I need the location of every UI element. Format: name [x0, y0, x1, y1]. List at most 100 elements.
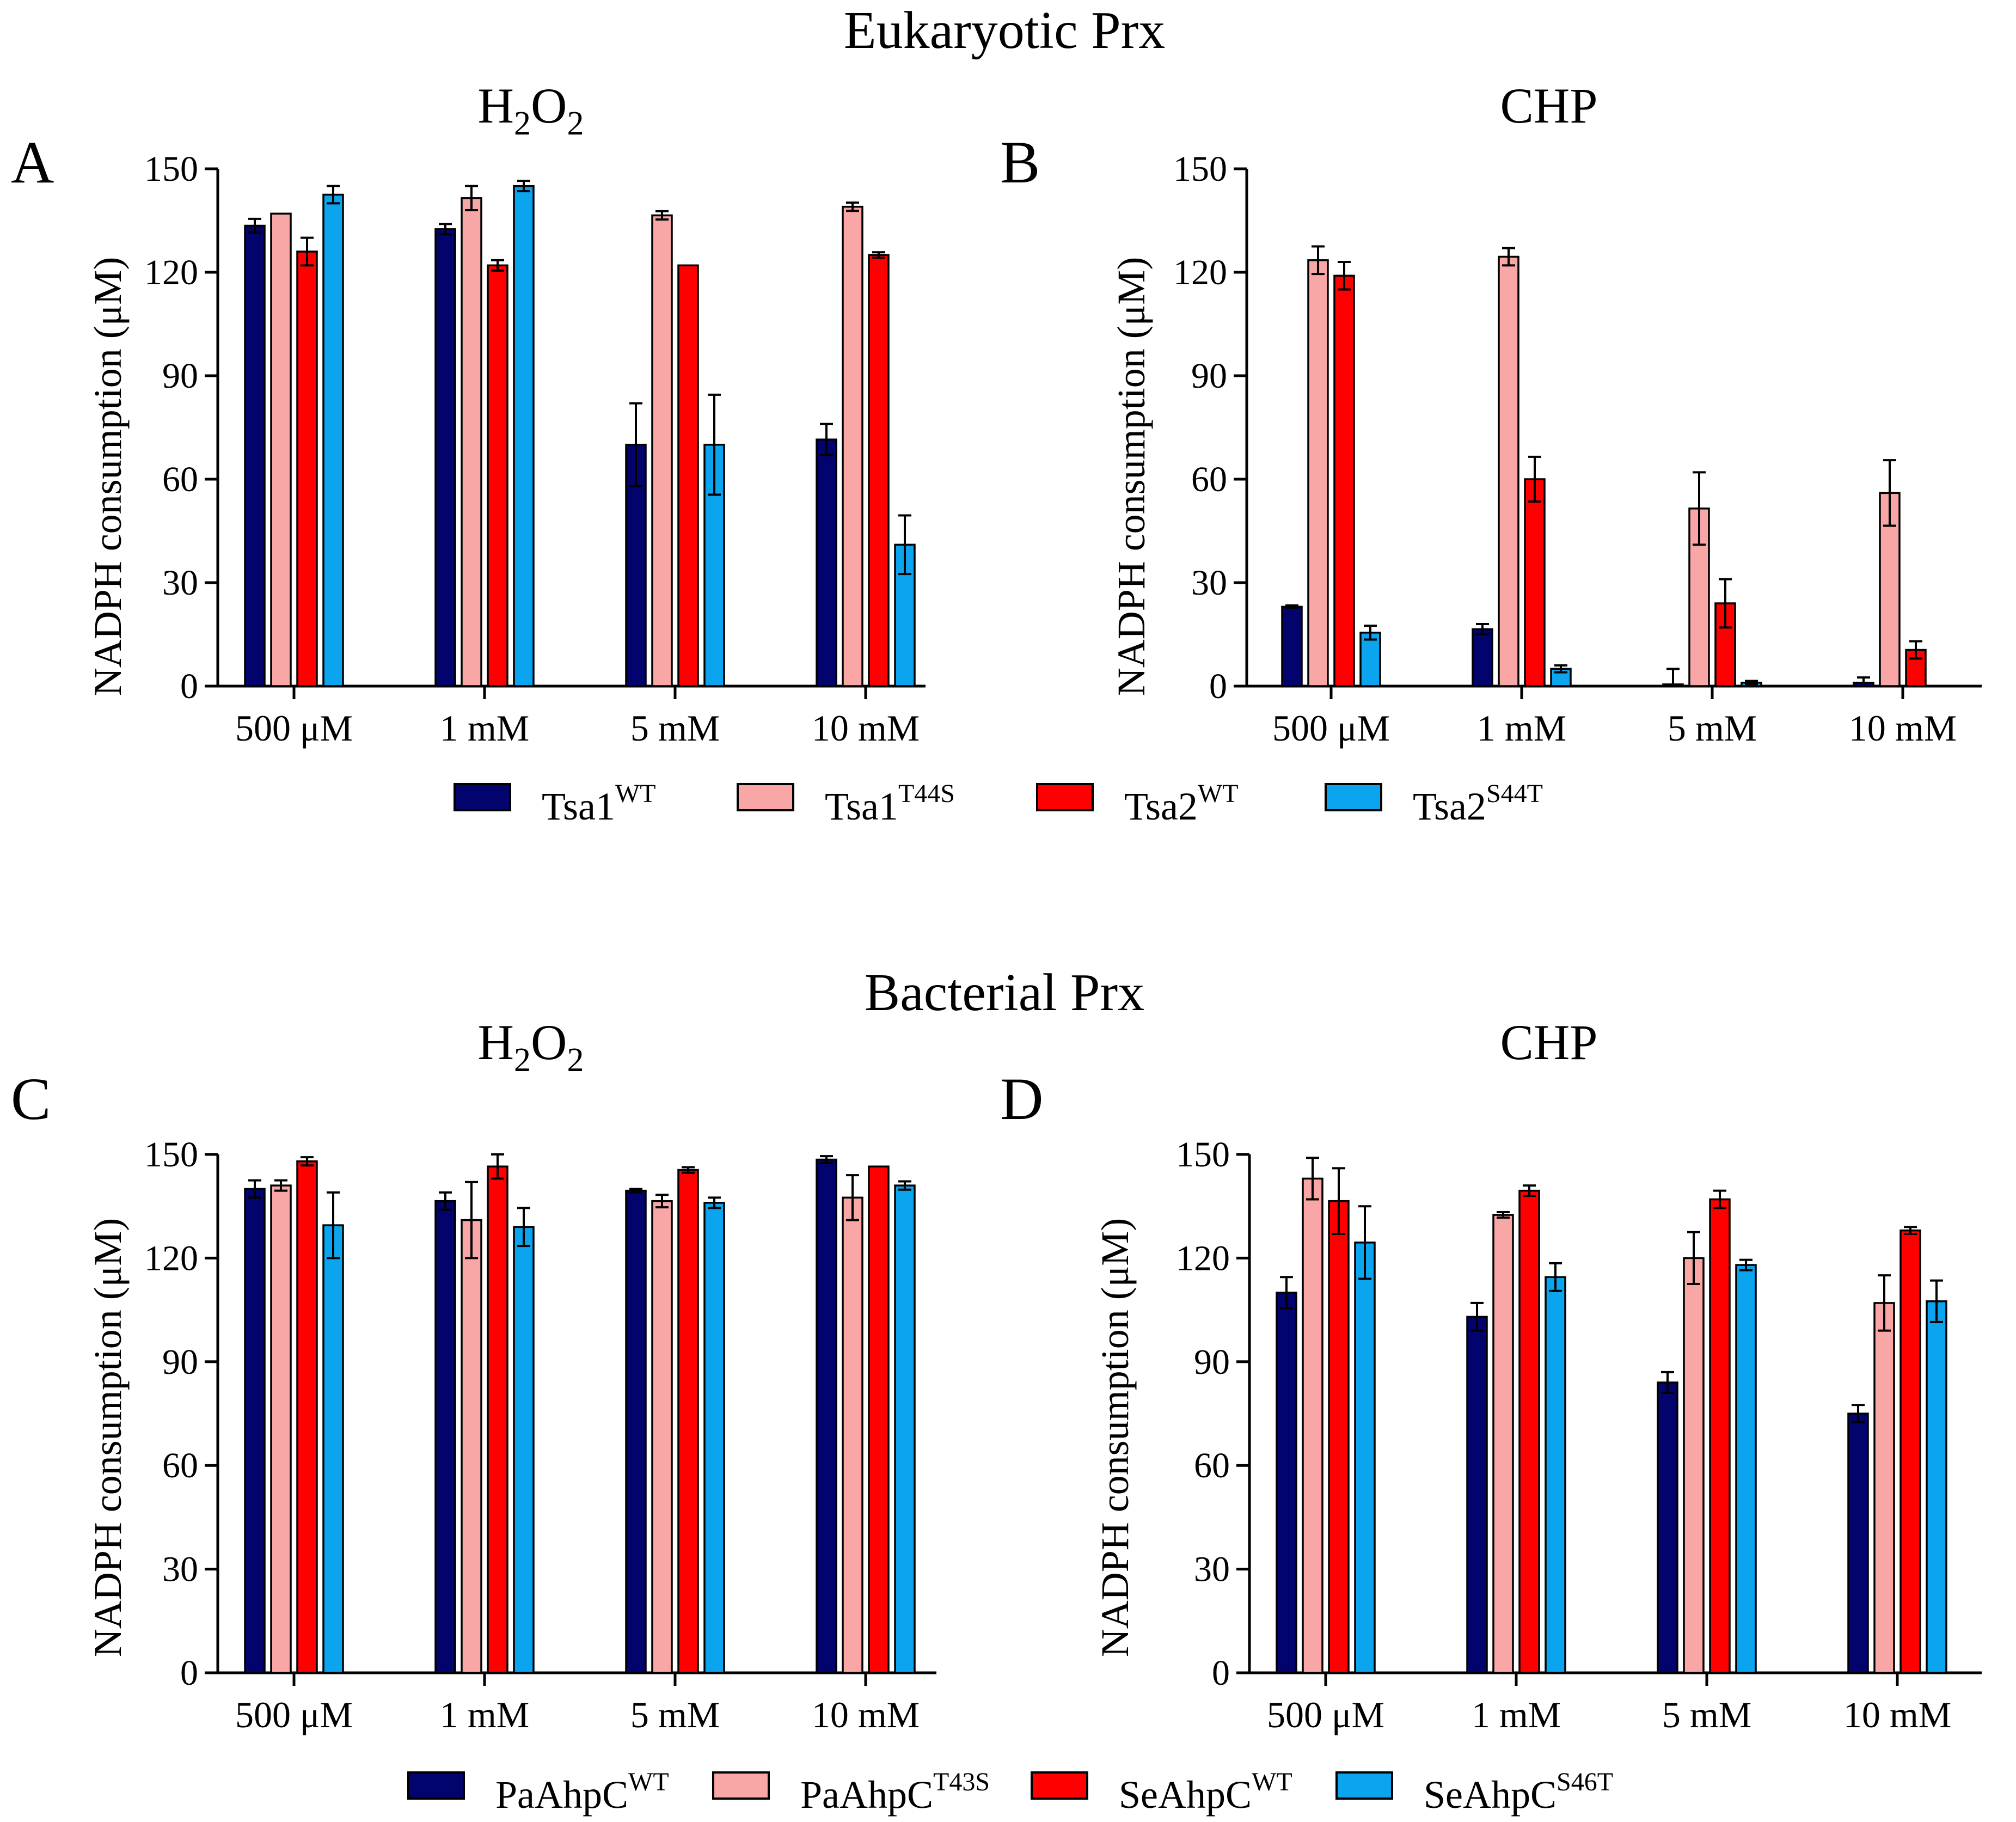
y-axis-label: NADPH consumption (μM) [86, 257, 130, 696]
y-tick-label: 60 [162, 460, 198, 499]
y-tick-label: 0 [1212, 1653, 1230, 1693]
legend-bacterial: PaAhpCWT PaAhpCT43S SeAhpCWT SeAhpCS46T [407, 1768, 1613, 1817]
legend-swatch [454, 783, 511, 811]
legend-label-base: PaAhpC [800, 1773, 933, 1817]
legend-item-tsa2-wt: Tsa2WT [1036, 779, 1239, 828]
bar [1307, 259, 1329, 687]
bar [1328, 1200, 1350, 1674]
panel-letter: C [11, 1066, 51, 1132]
y-tick-label: 120 [1173, 253, 1227, 292]
legend-eukaryotic: Tsa1WT Tsa1T44S Tsa2WT Tsa2S44T [454, 779, 1543, 828]
y-tick-label: 60 [1191, 460, 1227, 499]
y-tick-label: 120 [1176, 1238, 1230, 1278]
x-tick-label: 5 mM [1662, 1694, 1751, 1735]
legend-label-sup: T43S [933, 1768, 990, 1796]
plot-area: 0 30 60 90 120 150 500 μM 1 mM 5 mM 10 mM [144, 1135, 936, 1735]
plot-area: 0 30 60 90 120 150 500 μM 1 mM 5 mM 10 mM [144, 149, 926, 749]
title-part: H [478, 1014, 514, 1070]
y-tick-label: 0 [1209, 667, 1227, 706]
bar [461, 197, 482, 687]
y-tick-label: 30 [162, 1550, 198, 1589]
bar [1492, 1214, 1514, 1674]
bar [296, 1160, 318, 1674]
bacterial-section-title: Bacterial Prx [865, 963, 1144, 1022]
x-tick-label: 500 μM [1272, 707, 1390, 749]
chart-title: H2O2 [478, 78, 584, 142]
bar [868, 254, 890, 687]
y-tick-label: 60 [1194, 1446, 1230, 1485]
y-tick-label: 0 [180, 667, 198, 706]
bar [868, 1165, 890, 1674]
bar [842, 205, 863, 687]
legend-swatch [1031, 1771, 1088, 1800]
x-tick-label: 1 mM [1472, 1694, 1561, 1735]
bar [1709, 1198, 1731, 1674]
bar [1683, 1257, 1705, 1674]
bar [816, 1158, 837, 1674]
y-tick-label: 150 [144, 149, 198, 189]
plot-area: 0 30 60 90 120 150 500 μM 1 mM 5 mM 10 mM [1173, 149, 1982, 749]
bar [1657, 1381, 1678, 1674]
legend-label-sup: S44T [1486, 779, 1543, 808]
bar [244, 1188, 266, 1674]
bar [1545, 1276, 1566, 1674]
bar [513, 1226, 535, 1674]
x-tick-label: 10 mM [1843, 1694, 1951, 1735]
bar [434, 228, 456, 687]
bar [1498, 255, 1519, 687]
bar [651, 214, 673, 687]
x-tick-label: 500 μM [235, 707, 353, 749]
title-part: H [478, 78, 514, 133]
panel-letter: A [11, 129, 54, 195]
legend-item-seahpc-s46t: SeAhpCS46T [1335, 1768, 1613, 1817]
x-tick-label: 10 mM [812, 707, 920, 749]
y-tick-label: 0 [180, 1653, 198, 1693]
y-tick-label: 150 [144, 1135, 198, 1175]
bar [434, 1200, 456, 1674]
y-tick-label: 120 [144, 1238, 198, 1278]
bar [1873, 1302, 1895, 1674]
y-tick-label: 30 [1194, 1550, 1230, 1589]
legend-label: SeAhpCWT [1119, 1768, 1292, 1817]
bar [894, 1184, 916, 1674]
bar [322, 1224, 344, 1674]
y-tick-label: 90 [1194, 1342, 1230, 1382]
legend-label: Tsa2S44T [1413, 779, 1543, 828]
legend-swatch [1335, 1771, 1393, 1800]
y-tick-label: 30 [1191, 563, 1227, 603]
legend-label-base: SeAhpC [1424, 1773, 1557, 1817]
legend-label-sup: WT [628, 1768, 669, 1796]
bar [1466, 1316, 1488, 1674]
chart-title: CHP [1500, 1014, 1598, 1070]
panel-letter: B [1000, 129, 1040, 195]
bar [651, 1200, 673, 1674]
legend-item-tsa1-t44s: Tsa1T44S [737, 779, 955, 828]
panel-c-h2o2-chart: C H2O2 NADPH consumption (μM) 0306090120… [11, 1014, 936, 1735]
legend-label-base: SeAhpC [1119, 1773, 1252, 1817]
title-subscript: 2 [567, 1042, 584, 1079]
legend-swatch [1036, 783, 1094, 811]
title-subscript: 2 [567, 105, 584, 142]
y-tick-label: 120 [144, 253, 198, 292]
bar [1926, 1300, 1947, 1674]
legend-label: PaAhpCT43S [800, 1768, 990, 1817]
legend-label-base: PaAhpC [495, 1773, 628, 1817]
y-axis-label: NADPH consumption (μM) [1093, 1218, 1137, 1658]
legend-label-base: Tsa1 [542, 785, 615, 828]
legend-label-sup: WT [1198, 779, 1239, 808]
legend-label-sup: T44S [898, 779, 955, 808]
legend-item-paahpc-t43s: PaAhpCT43S [712, 1768, 990, 1817]
title-part: O [531, 78, 567, 133]
plot-area: 0 30 60 90 120 150 500 μM 1 mM 5 mM 10 mM [1176, 1135, 1982, 1735]
bar [703, 1202, 725, 1674]
y-axis-label: NADPH consumption (μM) [86, 1218, 130, 1658]
legend-label: Tsa2WT [1124, 779, 1239, 828]
legend-label-base: Tsa1 [825, 785, 898, 828]
bar [1276, 1292, 1297, 1674]
x-tick-label: 5 mM [630, 707, 720, 749]
legend-label: PaAhpCWT [495, 1768, 669, 1817]
panel-b-chp-chart: B CHP NADPH consumption (μM) 0 30 60 90 120 1… [1000, 78, 1982, 749]
bar [1354, 1242, 1376, 1674]
x-tick-label: 1 mM [1477, 707, 1566, 749]
bar [625, 1189, 647, 1674]
